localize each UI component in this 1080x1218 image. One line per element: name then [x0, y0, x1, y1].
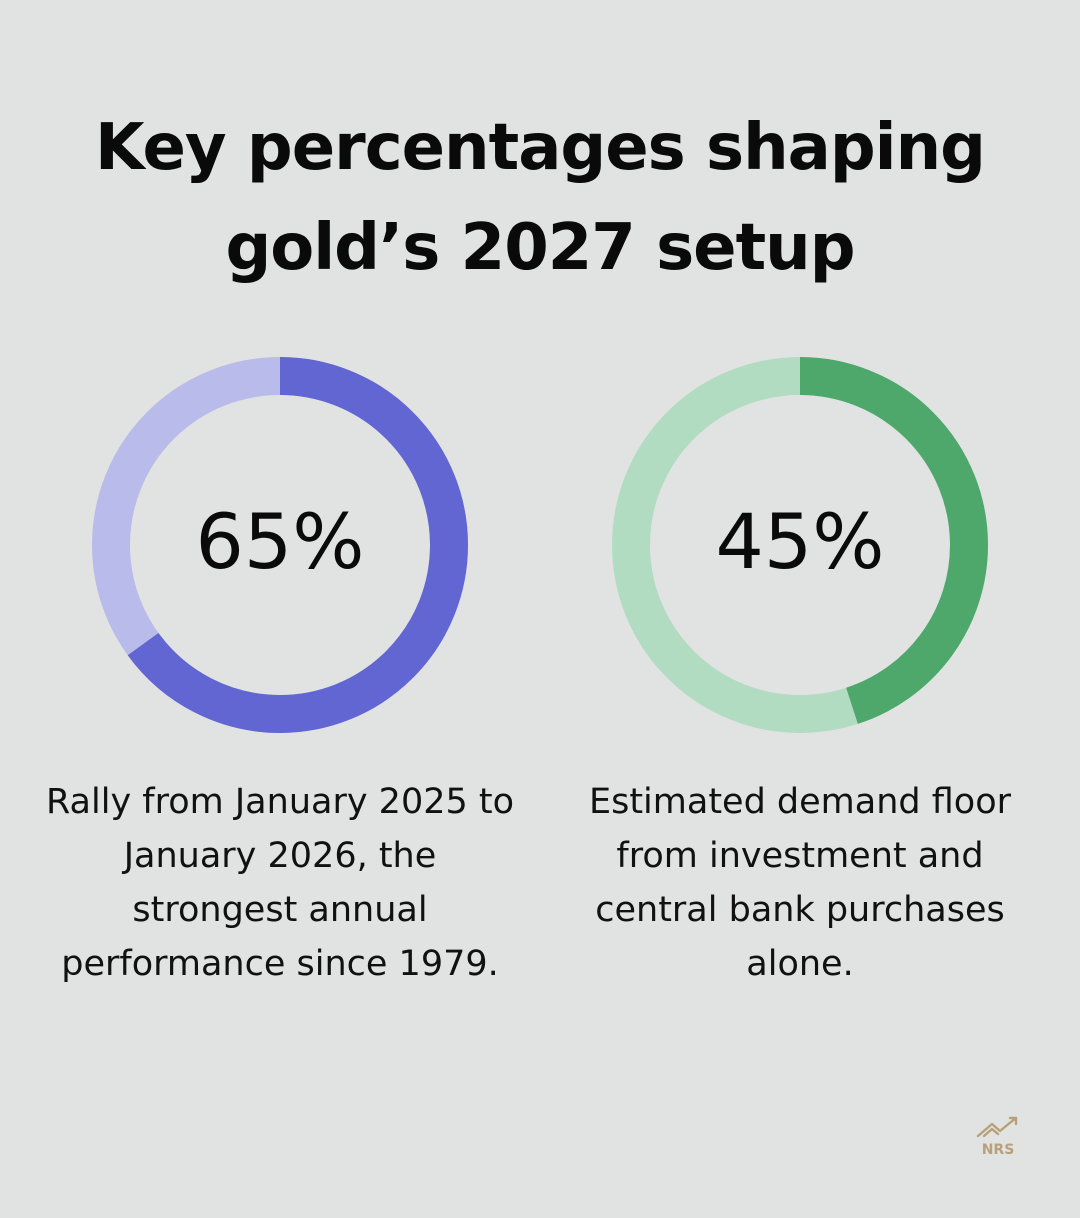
donut-chart-demand-floor: 45% [612, 357, 988, 733]
house-chart-icon [976, 1116, 1018, 1138]
stat-description: Estimated demand floor from investment a… [588, 782, 1012, 984]
donut-value-label: 65% [196, 497, 365, 586]
donut-arc [92, 357, 468, 733]
donut-arc [612, 357, 988, 733]
page-title-line-2: gold’s 2027 setup [225, 211, 855, 285]
logo-text: NRS [982, 1142, 1015, 1158]
stat-card-rally: 65% Rally from January 2025 to January 2… [40, 355, 520, 991]
page-title-line-1: Key percentages shaping [95, 111, 986, 185]
stat-description: Rally from January 2025 to January 2026,… [46, 782, 515, 984]
donut-value-label: 45% [716, 497, 885, 586]
stat-card-demand-floor: 45% Estimated demand floor from investme… [560, 355, 1040, 991]
donut-chart-rally: 65% [92, 357, 468, 733]
nrs-logo: NRS [976, 1116, 1018, 1158]
page-title: Key percentages shaping gold’s 2027 setu… [0, 98, 1080, 298]
